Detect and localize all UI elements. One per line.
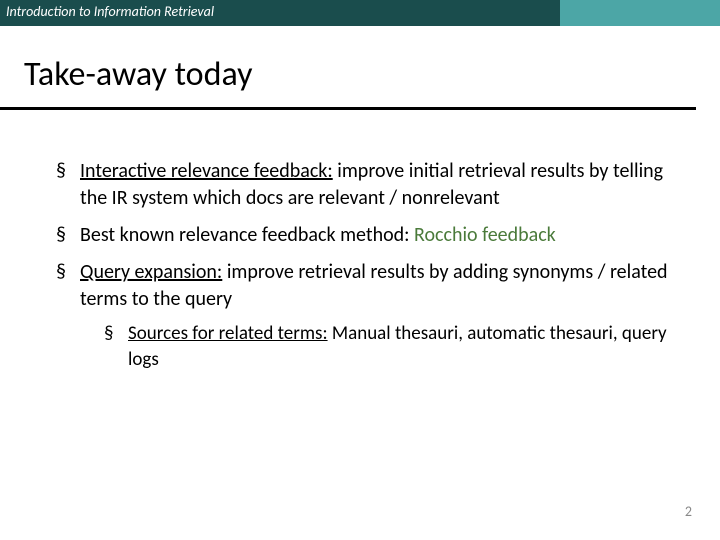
bullet-underlined: Interactive relevance feedback:: [80, 159, 333, 183]
bullet-item: Query expansion: improve retrieval resul…: [56, 259, 680, 372]
bullet-item: Best known relevance feedback method: Ro…: [56, 222, 680, 249]
bullet-item: Interactive relevance feedback: improve …: [56, 158, 680, 212]
bullet-text: Best known relevance feedback method:: [80, 223, 414, 247]
header-title: Introduction to Information Retrieval: [0, 0, 560, 26]
header-accent: [560, 0, 720, 26]
bullet-underlined: Query expansion:: [80, 260, 222, 284]
page-number: 2: [685, 503, 692, 520]
title-section: Take-away today: [0, 26, 720, 103]
content-area: Interactive relevance feedback: improve …: [0, 110, 720, 372]
header-bar: Introduction to Information Retrieval: [0, 0, 720, 26]
sub-item: Sources for related terms: Manual thesau…: [104, 321, 680, 372]
bullet-list: Interactive relevance feedback: improve …: [56, 158, 680, 372]
sub-underlined: Sources for related terms:: [128, 322, 328, 345]
slide-title: Take-away today: [24, 54, 696, 95]
sub-list: Sources for related terms: Manual thesau…: [104, 321, 680, 372]
bullet-highlight: Rocchio feedback: [414, 223, 556, 247]
